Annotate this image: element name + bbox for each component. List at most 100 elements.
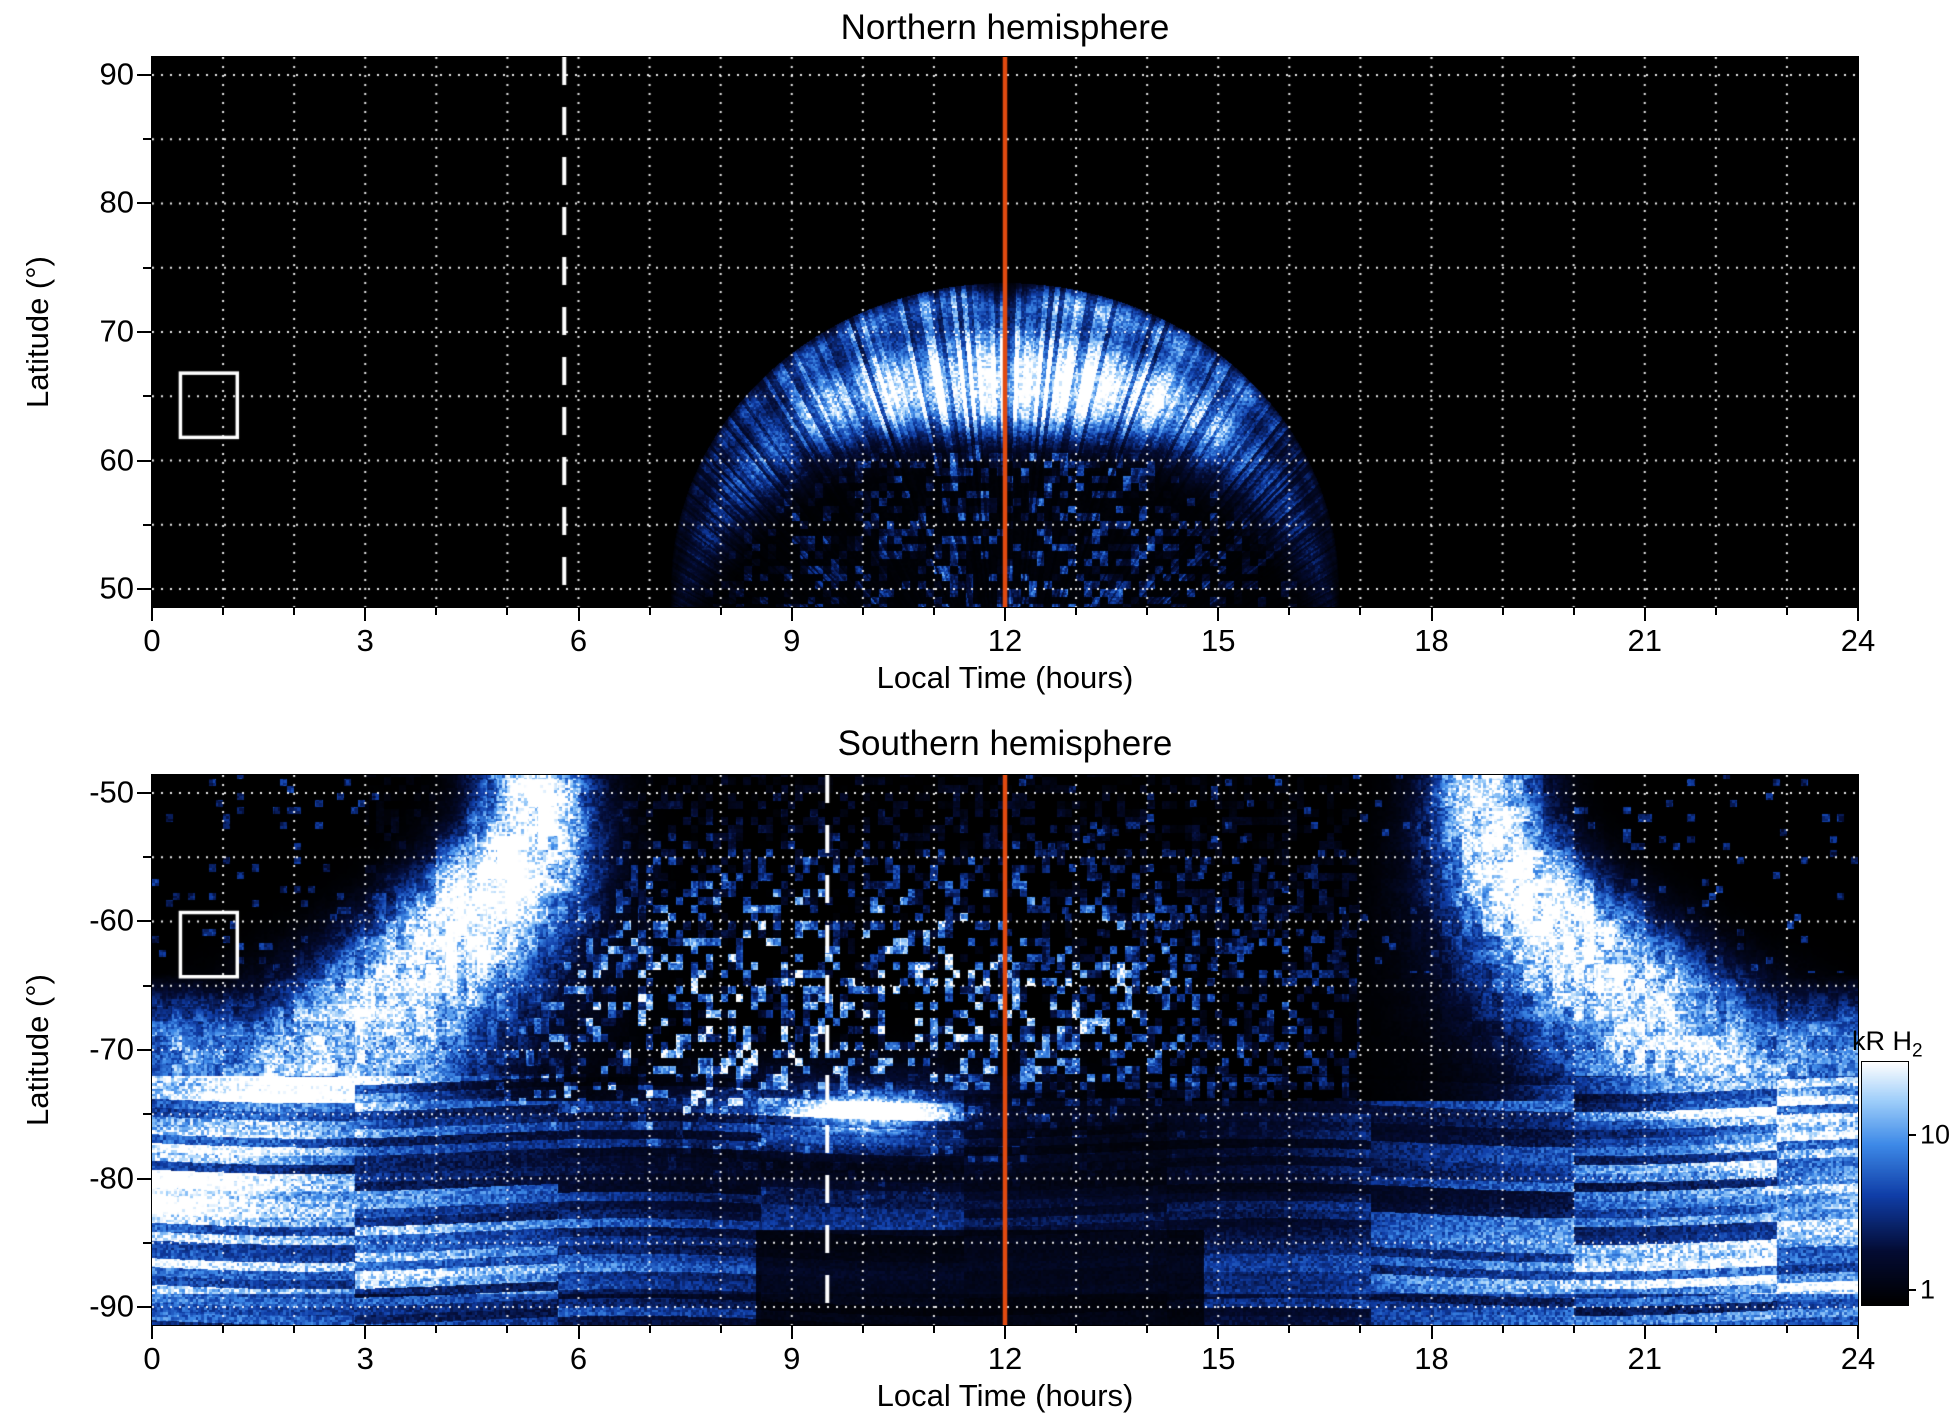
x-tick-mark — [1430, 608, 1433, 621]
y-tick-mark — [143, 138, 151, 141]
x-tick-mark — [506, 1326, 509, 1333]
y-tick-mark — [137, 791, 151, 794]
x-tick-label: 0 — [143, 623, 161, 658]
x-tick-mark — [577, 1326, 580, 1339]
y-tick-mark — [137, 73, 151, 76]
y-tick-mark — [143, 266, 151, 269]
x-tick-mark — [1075, 608, 1078, 615]
colorbar-label-sub: 2 — [1912, 1040, 1923, 1062]
x-tick-label: 9 — [783, 623, 801, 658]
x-tick-mark — [151, 608, 153, 621]
x-tick-label: 18 — [1414, 1341, 1449, 1376]
x-tick-mark — [1857, 1326, 1859, 1339]
x-tick-mark — [1714, 608, 1717, 615]
x-tick-mark — [1004, 1326, 1006, 1339]
x-tick-label: 12 — [987, 1341, 1023, 1376]
heatmap-plot-south — [151, 774, 1859, 1326]
x-tick-mark — [861, 1326, 864, 1333]
x-tick-label: 24 — [1840, 623, 1876, 658]
y-tick-mark — [137, 202, 151, 205]
x-tick-mark — [861, 608, 864, 615]
x-tick-mark — [506, 608, 509, 615]
y-tick-mark — [137, 459, 151, 462]
panel-title-south: Southern hemisphere — [837, 724, 1173, 763]
x-tick-mark — [435, 608, 438, 615]
x-tick-mark — [1501, 608, 1504, 615]
x-tick-mark — [1785, 1326, 1788, 1333]
x-tick-label: 15 — [1201, 623, 1236, 658]
y-tick-label: -90 — [89, 1288, 134, 1324]
x-tick-mark — [293, 608, 296, 615]
x-tick-label: 3 — [356, 1341, 374, 1376]
y-tick-mark — [137, 1049, 151, 1051]
x-tick-label: 21 — [1627, 1341, 1662, 1376]
x-tick-mark — [1288, 1326, 1291, 1333]
x-tick-mark — [1004, 608, 1006, 621]
x-tick-mark — [1430, 1326, 1433, 1339]
x-tick-mark — [1643, 608, 1646, 621]
y-tick-mark — [143, 984, 151, 987]
x-tick-label: 6 — [569, 623, 588, 658]
x-tick-label: 18 — [1414, 623, 1449, 658]
x-tick-mark — [1359, 608, 1362, 615]
x-tick-mark — [577, 608, 580, 621]
x-axis-label-south: Local Time (hours) — [876, 1378, 1134, 1413]
y-tick-label: -80 — [89, 1159, 134, 1195]
x-tick-mark — [648, 1326, 651, 1333]
y-tick-mark — [137, 1306, 151, 1308]
x-tick-label: 0 — [143, 1341, 161, 1376]
panel-title-north: Northern hemisphere — [840, 8, 1170, 47]
y-tick-mark — [143, 523, 151, 526]
x-tick-mark — [1288, 608, 1291, 615]
x-tick-mark — [435, 1326, 438, 1333]
x-tick-mark — [1217, 1326, 1220, 1339]
y-tick-label: 70 — [99, 313, 134, 349]
y-tick-label: -70 — [89, 1031, 134, 1067]
x-tick-label: 24 — [1840, 1341, 1876, 1376]
y-tick-label: 60 — [99, 441, 134, 477]
colorbar-tick-mark — [1908, 1289, 1916, 1292]
x-tick-mark — [1075, 1326, 1078, 1333]
x-tick-mark — [1146, 1326, 1149, 1333]
x-tick-mark — [719, 608, 722, 615]
y-tick-mark — [143, 1241, 151, 1244]
y-tick-label: -60 — [89, 902, 134, 938]
x-tick-mark — [1359, 1326, 1362, 1333]
y-tick-mark — [137, 588, 151, 590]
x-tick-label: 21 — [1627, 623, 1662, 658]
x-tick-mark — [1785, 608, 1788, 615]
x-tick-mark — [790, 608, 793, 621]
y-tick-mark — [143, 1113, 151, 1116]
colorbar-tick-mark — [1908, 1133, 1916, 1136]
colorbar-tick-label: 10 — [1920, 1119, 1950, 1150]
x-tick-mark — [222, 1326, 225, 1333]
x-tick-mark — [790, 1326, 793, 1339]
heatmap-plot-north — [151, 56, 1859, 608]
x-tick-mark — [719, 1326, 722, 1333]
x-tick-mark — [364, 1326, 367, 1339]
y-tick-label: 50 — [99, 570, 134, 606]
x-tick-label: 3 — [356, 623, 374, 658]
x-tick-mark — [222, 608, 225, 615]
x-axis-label-north: Local Time (hours) — [876, 660, 1134, 695]
y-tick-label: -50 — [89, 774, 134, 810]
x-tick-label: 6 — [569, 1341, 588, 1376]
y-tick-label: 90 — [99, 56, 134, 92]
x-tick-mark — [1146, 608, 1149, 615]
x-tick-mark — [1572, 608, 1575, 615]
colorbar-tick-label: 1 — [1920, 1274, 1936, 1305]
x-tick-mark — [1501, 1326, 1504, 1333]
x-tick-mark — [1643, 1326, 1646, 1339]
y-tick-mark — [143, 395, 151, 398]
colorbar-gradient — [1861, 1061, 1909, 1306]
x-tick-mark — [364, 608, 367, 621]
y-tick-mark — [143, 856, 151, 859]
x-tick-mark — [1857, 608, 1859, 621]
y-tick-mark — [137, 1177, 151, 1180]
colorbar-label: kR H2 — [1852, 1026, 1923, 1062]
x-tick-mark — [932, 608, 935, 615]
y-tick-label: 80 — [99, 184, 134, 220]
colorbar-label-main: kR H — [1852, 1026, 1912, 1056]
x-tick-mark — [293, 1326, 296, 1333]
